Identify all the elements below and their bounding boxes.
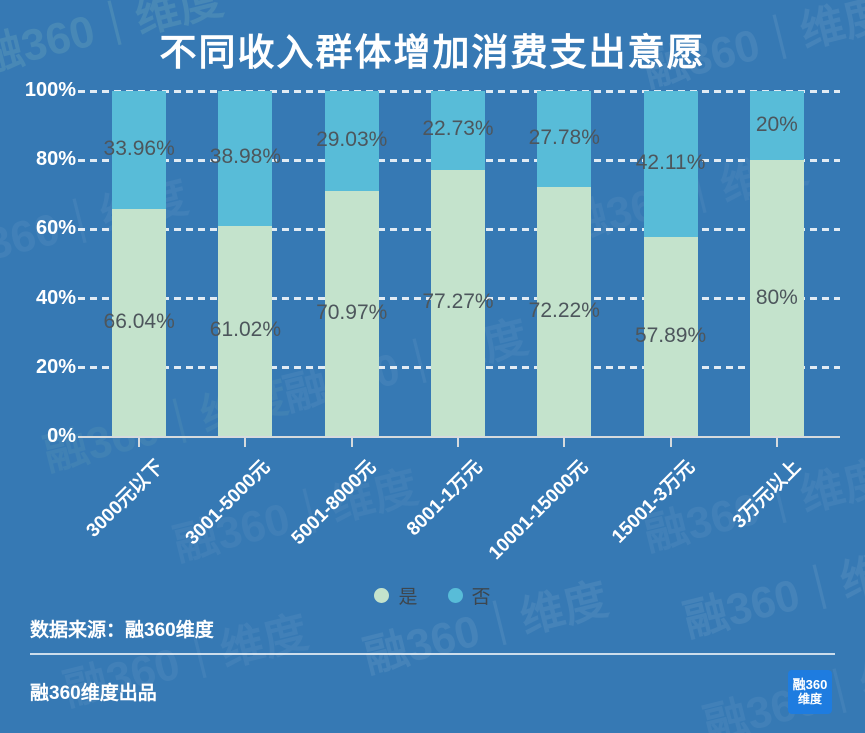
x-axis-tick — [350, 438, 353, 447]
y-axis-tick-label: 60% — [35, 217, 76, 240]
value-label-yes: 57.89% — [634, 323, 707, 347]
logo-line2: 维度 — [797, 691, 822, 706]
brand-logo: 融360 维度 — [788, 670, 832, 714]
x-axis-category-label: 3000元以下 — [82, 456, 168, 542]
x-axis-tick — [669, 438, 672, 447]
y-axis-tick-label: 100% — [24, 79, 76, 101]
bar-segment-no — [643, 91, 698, 237]
chart-legend: 是否 — [0, 582, 865, 609]
bar-segment-no — [218, 91, 273, 226]
x-axis-line — [78, 436, 840, 438]
bar-segment-no — [749, 91, 804, 161]
bar-segment-no — [431, 91, 485, 170]
credit-text: 融360维度出品 — [30, 683, 157, 704]
value-label-no: 42.11% — [635, 150, 706, 174]
x-axis-category-label: 15001-3万元 — [607, 456, 699, 548]
y-axis-tick-label: 0% — [47, 425, 76, 447]
y-axis-tick-label: 20% — [35, 355, 76, 378]
legend-label: 是 — [398, 587, 418, 608]
x-axis-category-label: 5001-8000元 — [287, 456, 381, 550]
bar-segment-yes — [537, 187, 592, 437]
bar-segment-yes — [431, 169, 485, 437]
value-label-yes: 77.27% — [422, 290, 494, 314]
legend-color-dot — [374, 588, 390, 603]
x-axis-tick — [457, 438, 459, 447]
data-source-text: 数据来源：融360维度 — [30, 620, 214, 641]
bar-segment-yes — [218, 225, 273, 437]
x-axis-category-label: 10001-15000元 — [485, 456, 593, 565]
x-axis-tick — [563, 438, 566, 447]
value-label-yes: 66.04% — [103, 309, 175, 333]
bar-segment-yes — [643, 236, 698, 437]
legend-color-dot — [447, 588, 463, 603]
x-axis-category-label: 3001-5000元 — [181, 456, 274, 550]
value-label-yes: 72.22% — [528, 299, 600, 323]
x-axis-tick — [138, 438, 141, 447]
value-label-yes: 80% — [755, 285, 798, 309]
y-axis-tick-label: 40% — [35, 286, 76, 309]
logo-line1: 融360 — [792, 676, 828, 692]
value-label-yes: 70.97% — [316, 301, 388, 325]
value-label-no: 20% — [755, 112, 798, 136]
value-label-no: 38.98% — [209, 145, 282, 169]
bar-segment-no — [112, 91, 167, 209]
value-label-no: 29.03% — [316, 128, 388, 152]
separator-line — [30, 653, 835, 655]
value-label-no: 33.96% — [103, 136, 175, 160]
x-axis-category-label: 8001-1万元 — [402, 456, 487, 541]
value-label-no: 27.78% — [528, 126, 600, 150]
bar-segment-no — [537, 91, 592, 188]
chart-title: 不同收入群体增加消费支出意愿 — [159, 32, 706, 73]
legend-item: 是 — [374, 582, 418, 609]
bar-segment-yes — [749, 160, 804, 437]
x-axis-category-label: 3万元以上 — [729, 456, 806, 533]
bar-segment-yes — [112, 208, 167, 437]
value-label-no: 22.73% — [422, 117, 494, 141]
bar-segment-yes — [324, 191, 379, 437]
bar-segment-no — [324, 91, 379, 192]
x-axis-tick — [244, 438, 247, 447]
y-axis-tick-label: 80% — [35, 148, 76, 171]
legend-item: 否 — [447, 582, 491, 609]
legend-label: 否 — [471, 587, 491, 608]
x-axis-tick — [775, 438, 778, 447]
value-label-yes: 61.02% — [209, 318, 282, 342]
